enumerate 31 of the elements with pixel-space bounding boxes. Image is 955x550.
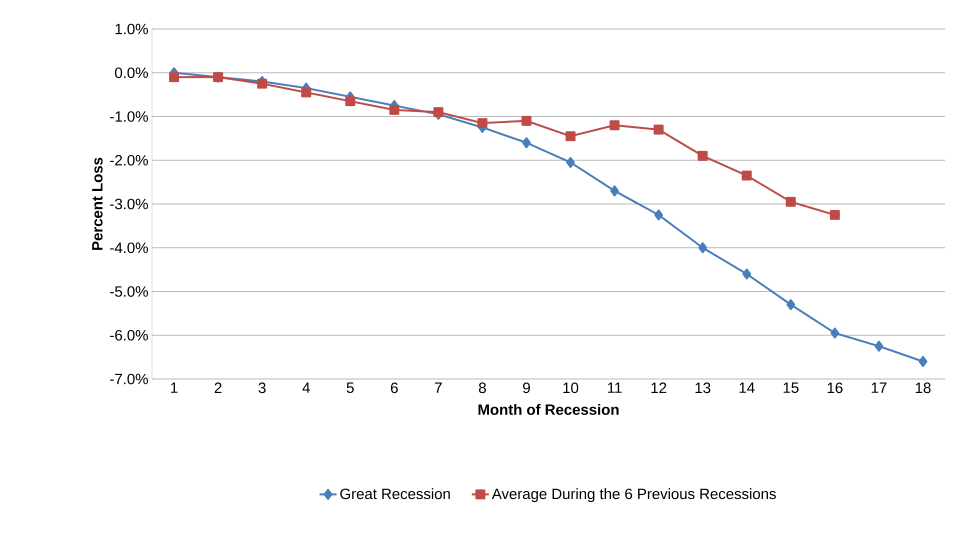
x-tick-label: 15 [784,382,798,393]
x-tick-label: 13 [696,382,710,394]
x-tick-label: 1 [171,382,178,393]
x-tick-label: 14 [740,382,755,393]
x-tick-label: 10 [563,382,578,394]
x-tick-label: 6 [390,382,398,394]
x-tick-label: 16 [828,382,843,394]
y-tick-label: -2.0% [110,154,148,166]
x-tick-label: 3 [258,382,266,394]
y-tick-label: -4.0% [110,242,148,254]
y-tick-label: 0.0% [114,67,148,78]
y-axis-title: Percent Loss [92,158,103,250]
x-tick-label: 5 [346,382,354,393]
y-tick-label: -3.0% [110,198,148,210]
y-tick-label: -5.0% [110,286,148,297]
x-tick-label: 11 [608,382,622,393]
y-tick-label: 1.0% [116,24,148,34]
y-tick-label: -7.0% [110,374,148,384]
y-tick-label: -6.0% [110,330,148,341]
x-tick-label: 4 [302,382,310,393]
x-tick-label: 9 [523,382,530,394]
x-tick-label: 12 [651,382,666,393]
legend-label: Average During the 6 Previous Recessions [492,488,776,502]
x-tick-label: 7 [434,382,442,393]
x-tick-label: 18 [916,382,931,394]
x-tick-label: 2 [214,382,222,393]
x-axis-title: Month of Recession [478,404,619,415]
x-tick-label: 17 [872,382,886,393]
legend-label: Great Recession [340,488,450,500]
y-tick-label: -1.0% [110,111,148,122]
x-tick-label: 8 [478,382,486,394]
